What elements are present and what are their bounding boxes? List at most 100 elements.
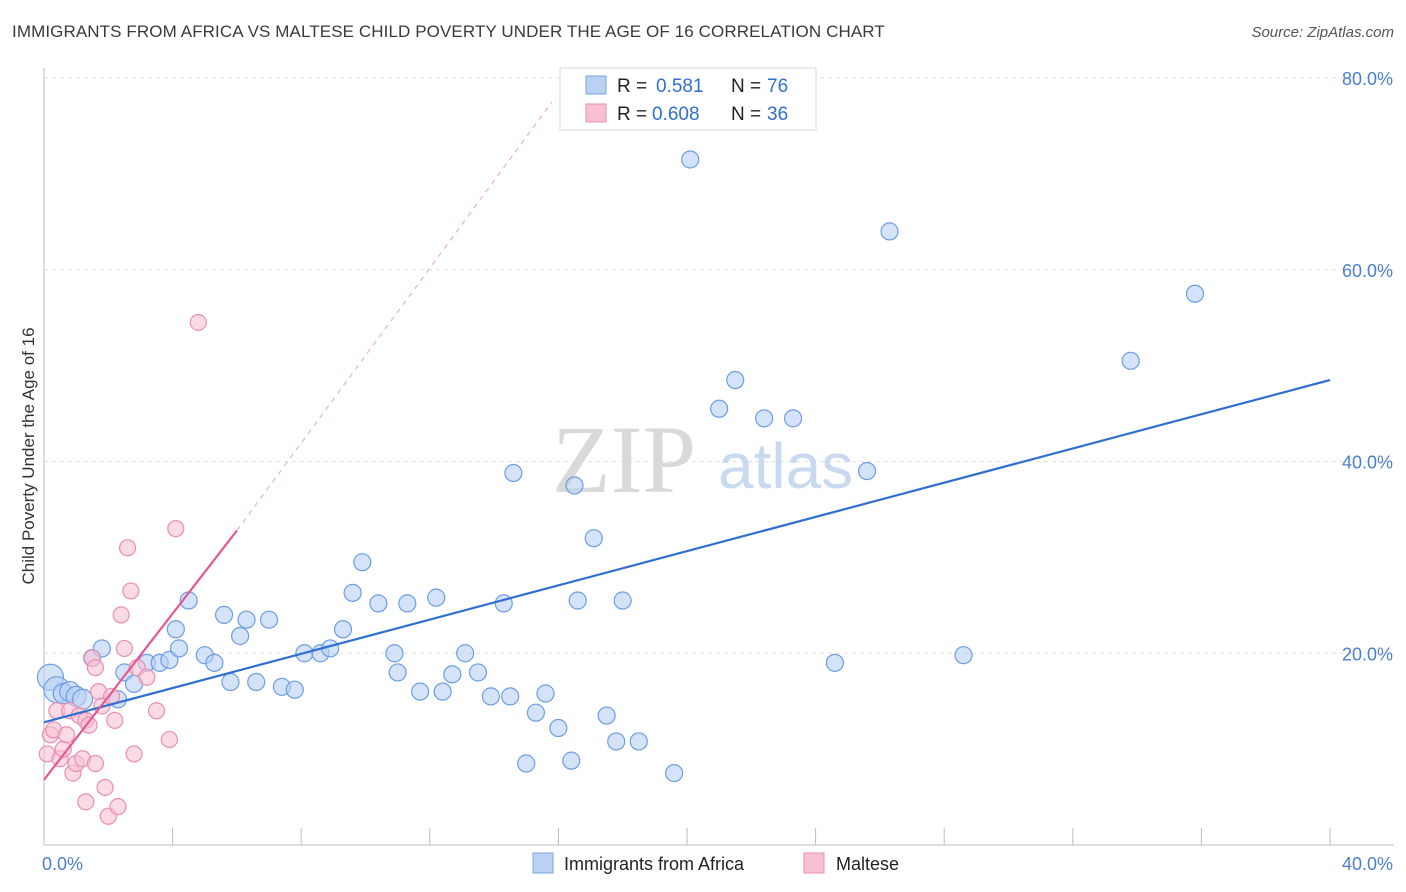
- point-immigrants-from-africa: [504, 463, 523, 483]
- y-tick-label: 40.0%: [1342, 453, 1393, 473]
- point-maltese: [122, 582, 140, 600]
- legend-r-label: R =: [617, 104, 647, 125]
- legend-swatch-pink: [585, 103, 607, 123]
- point-immigrants-from-africa: [333, 620, 353, 639]
- y-tick-label: 60.0%: [1342, 261, 1393, 281]
- point-immigrants-from-africa: [237, 610, 256, 629]
- point-immigrants-from-africa: [214, 605, 234, 625]
- point-immigrants-from-africa: [231, 626, 250, 646]
- point-immigrants-from-africa: [501, 687, 520, 706]
- legend-n-label: N =: [731, 104, 761, 125]
- point-maltese: [167, 520, 185, 538]
- watermark-zip: ZIP: [552, 406, 696, 513]
- y-axis-label: Child Poverty Under the Age of 16: [19, 327, 38, 584]
- point-immigrants-from-africa: [783, 409, 803, 428]
- point-immigrants-from-africa: [285, 680, 304, 699]
- point-maltese: [77, 793, 95, 811]
- point-immigrants-from-africa: [481, 687, 500, 706]
- legend-n-value: 36: [767, 104, 788, 125]
- stats-legend: R = 0.581 N = 76 R = 0.608 N = 36: [559, 67, 817, 131]
- trend-line-maltese: [43, 529, 238, 781]
- point-immigrants-from-africa: [517, 754, 536, 773]
- point-maltese: [118, 539, 137, 557]
- point-immigrants-from-africa: [755, 409, 774, 428]
- point-immigrants-from-africa: [343, 583, 362, 602]
- point-immigrants-from-africa: [629, 732, 648, 751]
- legend-label-maltese: Maltese: [836, 854, 899, 874]
- point-immigrants-from-africa: [568, 591, 587, 610]
- point-immigrants-from-africa: [1121, 351, 1140, 370]
- point-immigrants-from-africa: [433, 682, 452, 701]
- point-immigrants-from-africa: [221, 672, 240, 692]
- series-maltese: [38, 313, 207, 825]
- point-maltese: [147, 702, 166, 720]
- point-immigrants-from-africa: [726, 370, 745, 390]
- point-immigrants-from-africa: [584, 529, 603, 548]
- point-maltese: [106, 711, 124, 729]
- legend-r-label: R =: [617, 76, 647, 97]
- point-immigrants-from-africa: [954, 646, 973, 665]
- point-maltese: [138, 668, 156, 686]
- y-tick-label: 20.0%: [1342, 644, 1393, 664]
- point-maltese: [109, 798, 127, 816]
- point-immigrants-from-africa: [385, 644, 404, 663]
- grid-lines: [44, 77, 1394, 654]
- trend-lines: [43, 101, 1331, 781]
- legend-r-value: 0.581: [656, 76, 704, 97]
- point-maltese: [96, 778, 114, 797]
- point-immigrants-from-africa: [526, 703, 545, 722]
- point-immigrants-from-africa: [710, 399, 729, 418]
- point-immigrants-from-africa: [259, 610, 279, 629]
- point-immigrants-from-africa: [1185, 284, 1205, 303]
- point-immigrants-from-africa: [857, 461, 877, 481]
- legend-swatch-immigrants: [532, 852, 554, 874]
- point-immigrants-from-africa: [443, 665, 462, 684]
- point-immigrants-from-africa: [398, 594, 417, 613]
- legend-swatch-maltese: [803, 852, 825, 874]
- legend-n-label: N =: [731, 76, 761, 97]
- source-label: Source: ZipAtlas.com: [1251, 24, 1394, 41]
- point-immigrants-from-africa: [247, 672, 266, 692]
- axes: [43, 68, 1394, 846]
- point-immigrants-from-africa: [549, 718, 568, 738]
- point-immigrants-from-africa: [681, 150, 700, 169]
- point-immigrants-from-africa: [468, 663, 488, 682]
- watermark-atlas: atlas: [718, 430, 853, 502]
- point-immigrants-from-africa: [166, 620, 185, 639]
- trend-line-immigrants: [43, 378, 1331, 724]
- point-maltese: [86, 659, 105, 677]
- point-immigrants-from-africa: [353, 553, 372, 572]
- y-tick-label: 80.0%: [1342, 69, 1393, 89]
- x-tick-labels: 0.0% 40.0%: [42, 854, 1393, 874]
- point-immigrants-from-africa: [369, 594, 388, 613]
- point-immigrants-from-africa: [565, 476, 584, 495]
- point-immigrants-from-africa: [169, 639, 189, 658]
- point-maltese: [57, 726, 76, 744]
- point-immigrants-from-africa: [562, 751, 581, 770]
- y-tick-labels: 20.0% 40.0% 60.0% 80.0%: [1342, 69, 1393, 664]
- x-ticks: [172, 828, 1331, 845]
- series-immigrants-from-africa: [36, 150, 1205, 783]
- series-legend: Immigrants from Africa Maltese: [532, 852, 899, 874]
- point-immigrants-from-africa: [456, 644, 475, 663]
- point-immigrants-from-africa: [427, 588, 446, 607]
- x-tick-label: 0.0%: [42, 854, 83, 874]
- point-immigrants-from-africa: [825, 653, 844, 672]
- legend-swatch-blue: [585, 75, 607, 95]
- legend-n-value: 76: [767, 76, 788, 97]
- point-maltese: [189, 313, 207, 332]
- point-immigrants-from-africa: [597, 706, 616, 725]
- point-maltese: [86, 754, 105, 773]
- point-maltese: [115, 639, 133, 658]
- point-immigrants-from-africa: [205, 653, 224, 672]
- chart-title: IMMIGRANTS FROM AFRICA VS MALTESE CHILD …: [12, 22, 885, 41]
- point-immigrants-from-africa: [607, 732, 626, 751]
- point-immigrants-from-africa: [536, 684, 555, 703]
- point-maltese: [125, 745, 143, 763]
- point-immigrants-from-africa: [411, 682, 430, 701]
- point-immigrants-from-africa: [665, 763, 684, 783]
- point-immigrants-from-africa: [880, 222, 899, 241]
- point-immigrants-from-africa: [388, 663, 407, 682]
- point-maltese: [160, 730, 178, 749]
